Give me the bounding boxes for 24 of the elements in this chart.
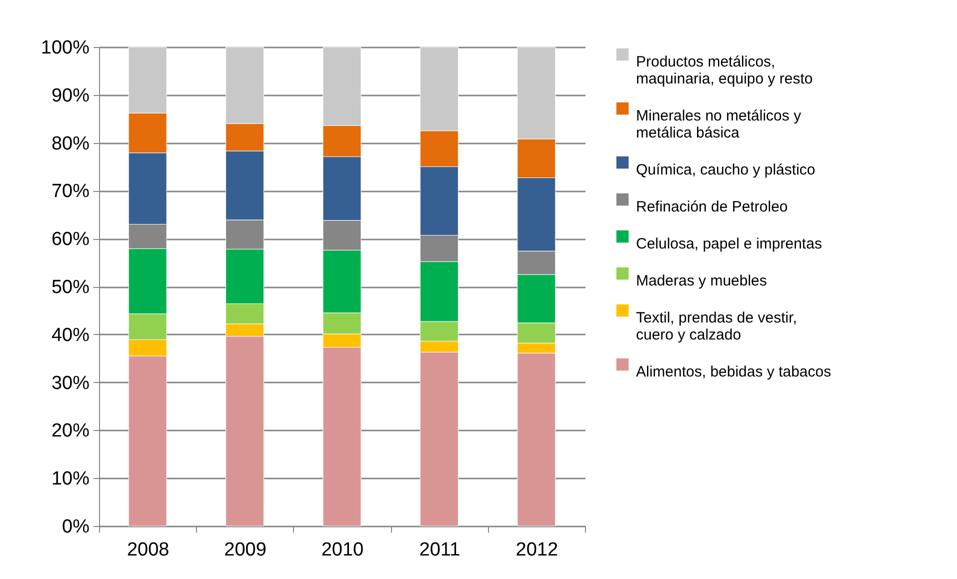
x-tick-label: 2008 — [126, 540, 170, 560]
y-tick-label: 90% — [51, 85, 90, 106]
y-tick-label: 50% — [51, 277, 90, 298]
legend-label: Alimentos, bebidas y tabacos — [636, 364, 832, 380]
y-tick-label: 80% — [51, 133, 90, 154]
y-tick-label: 0% — [62, 516, 90, 538]
x-tick-label: 2012 — [516, 540, 558, 560]
x-tick-label: 2011 — [419, 540, 460, 560]
legend-label: Maderas y muebles — [636, 272, 767, 290]
x-tick-label: 2009 — [224, 540, 266, 560]
legend-label: Textil, prendas de vestir, cuero y calzado — [636, 310, 797, 344]
legend-label: Productos metálicos, maquinaria, equipo y resto — [636, 54, 813, 88]
y-tick-label: 30% — [51, 372, 90, 394]
x-tick-label: 2010 — [321, 540, 364, 560]
y-tick-label: 40% — [51, 324, 90, 346]
y-tick-label: 60% — [51, 229, 90, 250]
legend-label: Refinación de Petroleo — [636, 198, 788, 216]
y-tick-label: 70% — [51, 181, 90, 202]
legend-label: Química, caucho y plástico — [636, 162, 816, 178]
y-tick-label: 20% — [51, 420, 90, 442]
y-tick-label: 100% — [40, 38, 90, 58]
legend-label: Minerales no metálicos y metálica básica — [636, 108, 802, 142]
legend-label: Celulosa, papel e imprentas — [636, 236, 822, 252]
y-tick-label: 10% — [51, 468, 90, 490]
